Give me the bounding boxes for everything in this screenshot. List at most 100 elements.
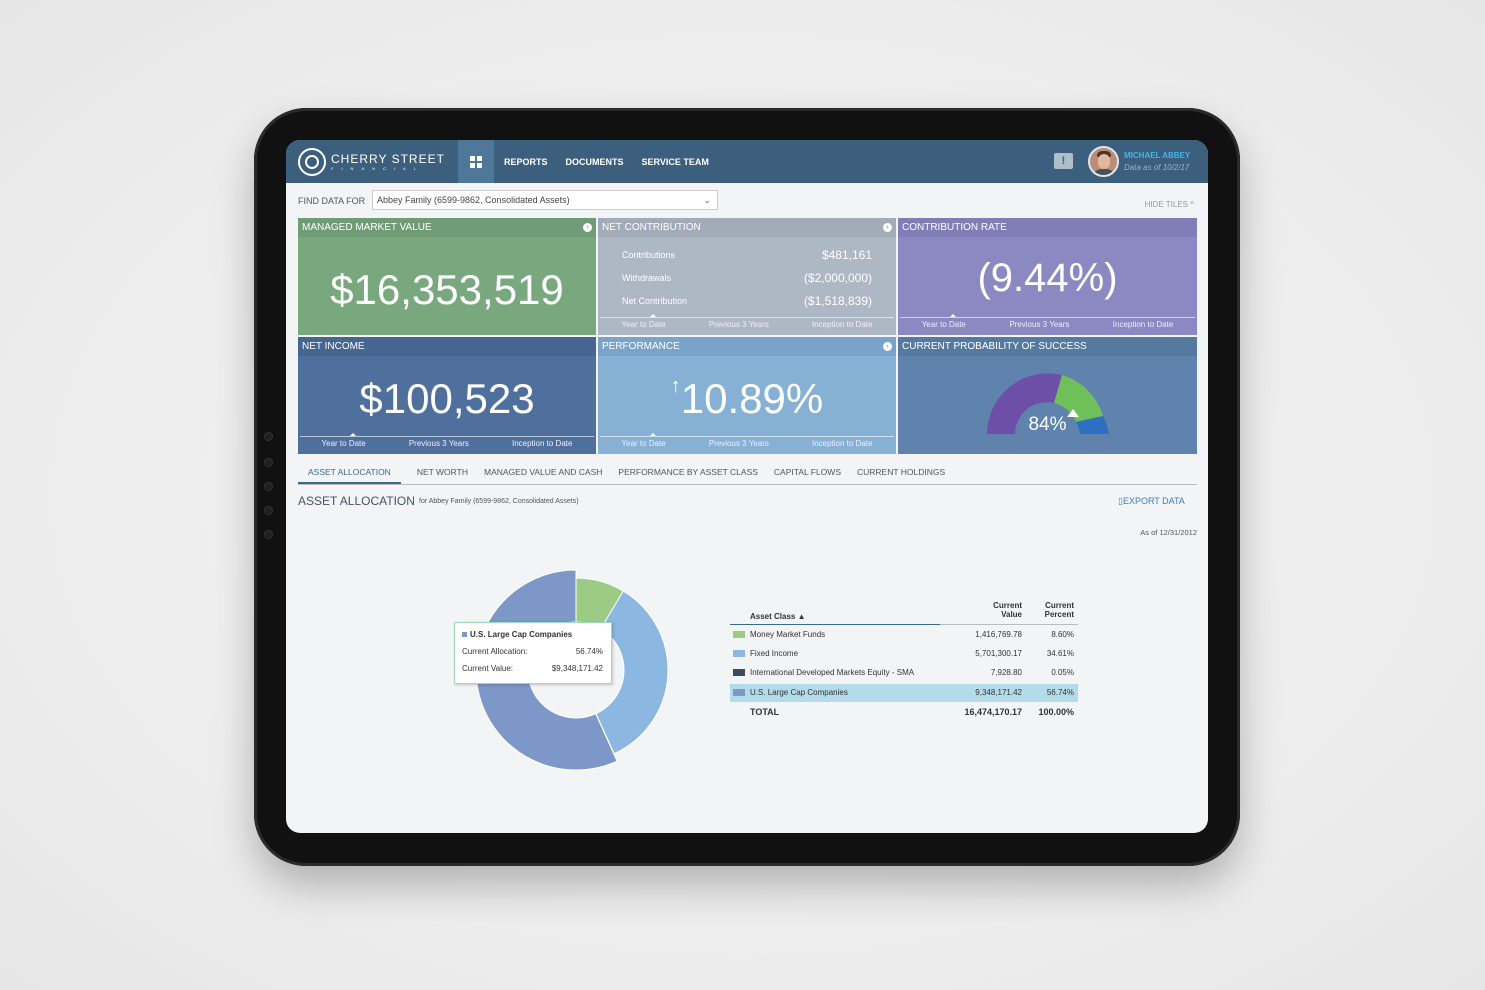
period-3y[interactable]: Previous 3 Years <box>1009 320 1070 329</box>
table-row-selected[interactable]: U.S. Large Cap Companies 9,348,171.42 56.7… <box>730 684 1078 702</box>
tile-net-income[interactable]: NET INCOME $100,523 Year to Date Previou… <box>298 337 596 454</box>
side-button <box>264 458 273 467</box>
tab-performance-asset-class[interactable]: PERFORMANCE BY ASSET CLASS <box>618 467 758 477</box>
legend-swatch <box>733 631 745 638</box>
legend-swatch <box>733 669 745 676</box>
tooltip-value-label: Current Value: <box>462 664 513 673</box>
gauge-mid-segment <box>1054 375 1103 422</box>
withdrawals-row: Withdrawals ($2,000,000) <box>622 271 872 285</box>
legend-swatch <box>462 632 467 637</box>
tile-net-contribution[interactable]: NET CONTRIBUTION › Contributions $481,161… <box>598 218 896 335</box>
col-current-percent[interactable]: Current Percent <box>1044 601 1074 619</box>
contribution-rate-value: (9.44%) <box>977 256 1118 300</box>
brand-name: CHERRY STREET <box>331 151 445 166</box>
section-subtitle: for Abbey Family (6599-9862, Consolidate… <box>419 498 579 505</box>
period-3y[interactable]: Previous 3 Years <box>708 439 769 448</box>
period-ytd[interactable]: Year to Date <box>321 439 366 448</box>
tile-probability-of-success[interactable]: CURRENT PROBABILITY OF SUCCESS 84% <box>898 337 1197 454</box>
tile-title: CURRENT PROBABILITY OF SUCCESS <box>898 337 1197 356</box>
tab-capital-flows[interactable]: CAPITAL FLOWS <box>773 467 841 477</box>
gauge-pointer-icon <box>1067 409 1079 417</box>
period-ytd[interactable]: Year to Date <box>921 320 966 329</box>
tooltip-alloc-label: Current Allocation: <box>462 647 528 656</box>
tab-current-holdings[interactable]: CURRENT HOLDINGS <box>857 467 946 477</box>
tab-net-worth[interactable]: NET WORTH <box>416 467 468 477</box>
net-contribution-row: Net Contribution ($1,518,839) <box>622 294 872 308</box>
tab-managed-value-cash[interactable]: MANAGED VALUE AND CASH <box>484 467 603 477</box>
net-income-value: $100,523 <box>359 375 535 422</box>
nav-service-team[interactable]: SERVICE TEAM <box>641 156 709 167</box>
table-row[interactable]: International Developed Markets Equity -… <box>730 664 1078 682</box>
period-tabs: Year to Date Previous 3 Years Inception … <box>900 314 1195 335</box>
contributions-row: Contributions $481,161 <box>622 248 872 262</box>
side-button <box>264 530 273 539</box>
period-inception[interactable]: Inception to Date <box>1112 320 1174 329</box>
period-ytd[interactable]: Year to Date <box>621 439 666 448</box>
dashboard-grid-button[interactable] <box>458 140 494 183</box>
tab-asset-allocation[interactable]: ASSET ALLOCATION <box>298 463 401 484</box>
arrow-right-icon[interactable]: › <box>883 223 892 232</box>
donut-slice[interactable] <box>595 590 669 755</box>
period-tabs: Year to Date Previous 3 Years Inception … <box>600 314 894 335</box>
side-button <box>264 432 273 441</box>
tooltip-alloc-value: 56.74% <box>575 647 603 656</box>
gauge-high-segment <box>1076 416 1109 434</box>
asset-allocation-donut <box>475 569 669 771</box>
tile-title: PERFORMANCE <box>598 337 896 356</box>
legend-swatch <box>733 650 745 657</box>
period-tabs: Year to Date Previous 3 Years Inception … <box>300 433 594 454</box>
tile-title: NET INCOME <box>298 337 596 356</box>
tile-contribution-rate[interactable]: CONTRIBUTION RATE (9.44%) Year to Date P… <box>898 218 1197 335</box>
table-row[interactable]: Money Market Funds 1,416,769.78 8.60% <box>730 626 1078 644</box>
tile-performance[interactable]: PERFORMANCE › ↑10.89% Year to Date Previ… <box>598 337 896 454</box>
period-inception[interactable]: Inception to Date <box>511 439 573 448</box>
logo-icon <box>298 148 326 176</box>
chevron-up-icon: ^ <box>1190 200 1194 209</box>
chevron-down-icon: ⌄ <box>703 195 711 205</box>
grid-icon <box>470 155 482 168</box>
account-select[interactable]: Abbey Family (6599-9862, Consolidated As… <box>372 190 718 210</box>
legend-swatch <box>733 689 745 696</box>
sort-up-icon: ▲ <box>797 612 806 621</box>
export-data-button[interactable]: ▯EXPORT DATA <box>1118 496 1185 506</box>
side-button <box>264 506 273 515</box>
brand-logo[interactable]: CHERRY STREET FINANCIAL <box>298 148 445 176</box>
probability-value: 84% <box>1028 414 1067 435</box>
hide-tiles-toggle[interactable]: HIDE TILES ^ <box>1144 200 1194 209</box>
arrow-right-icon[interactable]: › <box>883 342 892 351</box>
nav-documents[interactable]: DOCUMENTS <box>565 156 624 167</box>
as-of-date: As of 12/31/2012 <box>1140 528 1197 537</box>
donut-slice[interactable] <box>475 569 618 771</box>
table-row[interactable]: Fixed Income 5,701,300.17 34.61% <box>730 645 1078 663</box>
message-icon[interactable]: ! <box>1054 153 1073 169</box>
main-nav: REPORTS DOCUMENTS SERVICE TEAM <box>504 140 709 183</box>
find-data-label: FIND DATA FOR <box>298 196 366 206</box>
tile-managed-market-value[interactable]: MANAGED MARKET VALUE › $16,353,519 <box>298 218 596 335</box>
up-arrow-icon: ↑ <box>670 375 681 397</box>
tile-title: NET CONTRIBUTION <box>598 218 896 237</box>
user-name[interactable]: MICHAEL ABBEY <box>1124 151 1191 160</box>
app-screen: CHERRY STREET FINANCIAL REPORTS DOCUMENT… <box>286 140 1208 833</box>
success-gauge <box>987 373 1109 434</box>
gauge-low-segment <box>987 373 1062 434</box>
performance-value: 10.89% <box>680 375 824 422</box>
data-date: Data as of 10/2/17 <box>1124 163 1190 172</box>
brand-sub: FINANCIAL <box>331 165 424 171</box>
period-ytd[interactable]: Year to Date <box>621 320 666 329</box>
arrow-right-icon[interactable]: › <box>583 223 592 232</box>
col-asset-class[interactable]: Asset Class ▲ <box>750 612 806 621</box>
tile-title: CONTRIBUTION RATE <box>898 218 1197 237</box>
managed-market-value: $16,353,519 <box>330 266 564 313</box>
nav-reports[interactable]: REPORTS <box>504 156 548 167</box>
period-inception[interactable]: Inception to Date <box>811 320 873 329</box>
period-3y[interactable]: Previous 3 Years <box>708 320 769 329</box>
col-current-value[interactable]: Current Value <box>993 601 1022 619</box>
account-select-value: Abbey Family (6599-9862, Consolidated As… <box>377 195 570 205</box>
section-tabs: ASSET ALLOCATION NET WORTH MANAGED VALUE… <box>298 463 1197 485</box>
avatar[interactable] <box>1088 146 1119 177</box>
period-inception[interactable]: Inception to Date <box>811 439 873 448</box>
side-button <box>264 482 273 491</box>
section-title: ASSET ALLOCATION <box>298 494 415 508</box>
tooltip-value-value: $9,348,171.42 <box>551 664 603 673</box>
period-3y[interactable]: Previous 3 Years <box>408 439 469 448</box>
